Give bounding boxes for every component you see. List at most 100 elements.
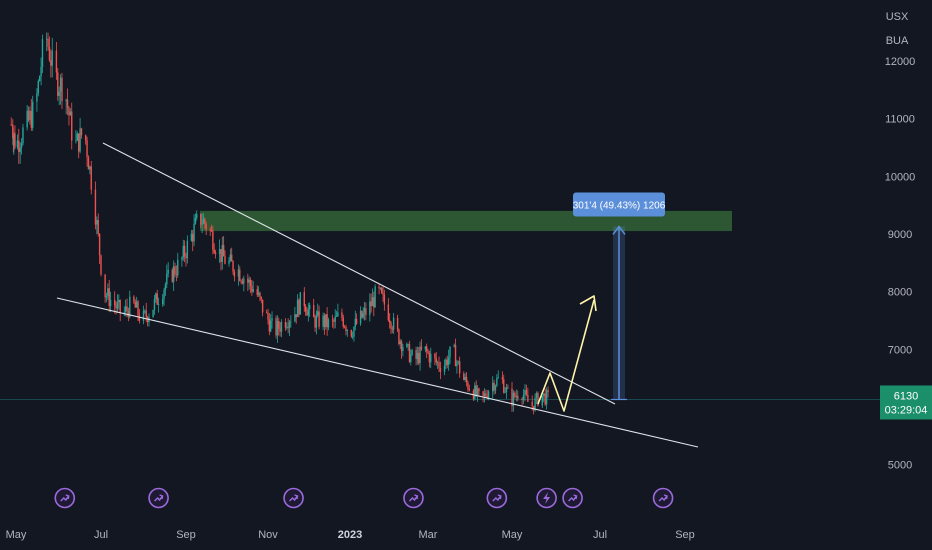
candle (233, 269, 236, 282)
candle (337, 303, 339, 318)
candle (517, 390, 519, 402)
candle (172, 260, 175, 291)
price-axis[interactable]: USXBUA5000600070008000900010000110001200… (880, 11, 932, 472)
candle (496, 374, 498, 388)
candle (447, 349, 450, 371)
candle (535, 391, 538, 405)
candle (210, 224, 213, 233)
candle (243, 275, 245, 292)
x-tick-label: Mar (419, 529, 438, 541)
candle (271, 311, 273, 329)
candle (383, 289, 386, 311)
candle (284, 318, 287, 331)
candle (213, 243, 215, 254)
candle (241, 278, 244, 285)
dividend-icon[interactable] (148, 487, 169, 509)
projection-path[interactable] (537, 299, 595, 412)
annotations-layer: 301'4 (49.43%) 1206 (537, 192, 666, 412)
candle (345, 324, 347, 336)
candle (468, 384, 471, 392)
candle (425, 343, 428, 359)
lower-trendline[interactable] (56, 297, 699, 448)
candle (51, 37, 53, 78)
candle (396, 314, 399, 332)
candle (181, 256, 183, 267)
candle (133, 295, 135, 304)
candle (543, 393, 545, 403)
dividend-icon[interactable] (54, 487, 76, 509)
candle (327, 317, 330, 331)
candle (402, 343, 404, 357)
candle (114, 291, 116, 314)
candle (331, 314, 334, 328)
candle (299, 292, 301, 315)
candle (38, 75, 41, 82)
candle (457, 360, 459, 365)
candle (166, 264, 168, 288)
dividend-icon[interactable] (562, 487, 583, 509)
candle (435, 352, 437, 366)
candle (58, 86, 60, 106)
candle (79, 118, 81, 154)
candle (501, 371, 504, 384)
candle (138, 308, 141, 324)
countdown-label: 03:29:04 (885, 404, 928, 416)
earnings-icon[interactable] (536, 487, 557, 509)
candle (47, 32, 49, 51)
candle (326, 307, 328, 336)
candle (399, 339, 401, 349)
x-tick-label: 2023 (338, 529, 362, 541)
candle (323, 312, 326, 335)
candle (494, 384, 497, 395)
candle (192, 229, 194, 252)
candle (175, 265, 178, 282)
candle (275, 315, 277, 339)
candle (474, 382, 476, 401)
candle (280, 319, 283, 338)
candle (354, 310, 356, 331)
candle (221, 236, 223, 270)
candle (69, 108, 72, 116)
candle (200, 213, 202, 229)
candle (232, 260, 234, 275)
candle (224, 250, 226, 265)
candle (155, 292, 157, 303)
candle (30, 99, 33, 131)
candle (343, 325, 346, 329)
candle (290, 315, 292, 328)
candle (105, 292, 108, 303)
candle (142, 305, 145, 325)
candle (80, 127, 83, 139)
candle (325, 314, 327, 330)
candle (96, 216, 98, 235)
dividend-icon[interactable] (652, 487, 674, 509)
upper-trendline[interactable] (102, 142, 616, 405)
candle (387, 298, 390, 322)
candle (248, 276, 250, 290)
candle (355, 313, 358, 326)
candle (370, 293, 372, 313)
candle (420, 339, 423, 351)
candle (29, 106, 31, 125)
candle (37, 79, 39, 97)
candle (341, 308, 343, 322)
candle (186, 235, 189, 264)
time-axis[interactable]: May Jul Sep Nov 2023 Mar May Jul Sep (6, 529, 695, 541)
x-tick-label: Sep (176, 529, 196, 541)
dividend-icon[interactable] (283, 487, 304, 509)
candle (229, 248, 232, 263)
candle (547, 386, 549, 398)
dividend-icon[interactable] (486, 487, 508, 509)
candle (381, 286, 383, 295)
candle (525, 384, 528, 397)
candle (313, 298, 315, 318)
candle (157, 297, 160, 313)
dividend-icon[interactable] (403, 487, 424, 509)
candle (418, 347, 420, 366)
candle (152, 309, 154, 318)
candle (109, 291, 112, 313)
candle (202, 213, 205, 225)
candle (20, 138, 23, 155)
